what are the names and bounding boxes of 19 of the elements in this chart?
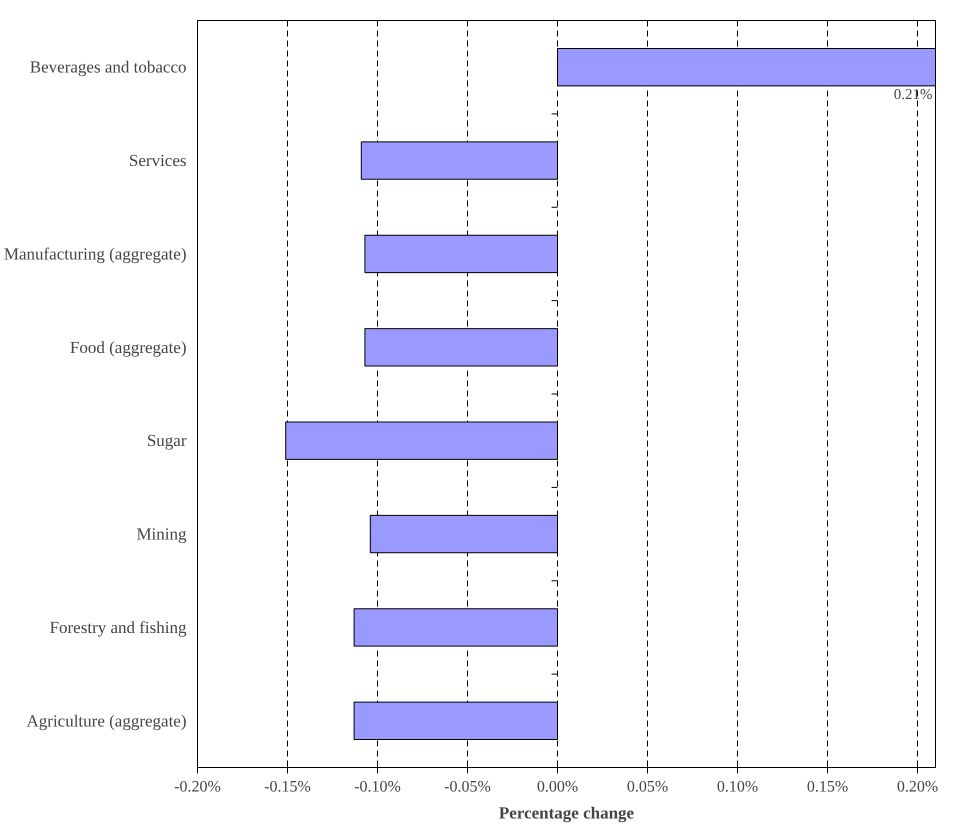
x-tick-label: 0.10% bbox=[716, 778, 758, 796]
x-tick-label: 0.05% bbox=[626, 778, 668, 796]
x-tick-label: -0.10% bbox=[354, 778, 401, 796]
x-axis-title: Percentage change bbox=[498, 804, 635, 822]
y-tick-label: Services bbox=[128, 151, 187, 170]
y-tick-label: Agriculture (aggregate) bbox=[26, 711, 186, 730]
x-tick-label: -0.15% bbox=[264, 778, 311, 796]
y-tick-label: Forestry and fishing bbox=[50, 618, 187, 637]
x-tick-label: -0.20% bbox=[174, 778, 221, 796]
y-tick-label: Food (aggregate) bbox=[70, 338, 186, 357]
x-tick-label: -0.05% bbox=[444, 778, 491, 796]
x-tick-label: 0.20% bbox=[896, 778, 938, 796]
x-tick-label: 0.00% bbox=[536, 778, 578, 796]
y-tick-label: Manufacturing (aggregate) bbox=[4, 244, 187, 264]
y-tick-label: Beverages and tobacco bbox=[30, 58, 186, 77]
x-tick-label: 0.15% bbox=[806, 778, 848, 796]
y-tick-label: Sugar bbox=[146, 431, 187, 450]
data-label: 0.21% bbox=[894, 86, 933, 103]
y-tick-label: Mining bbox=[136, 524, 187, 544]
